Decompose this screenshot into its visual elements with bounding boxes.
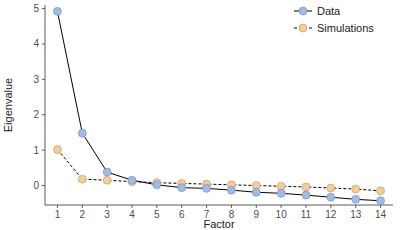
series-point [302,191,310,199]
x-tick [281,205,282,208]
series-point [153,181,161,189]
series-point [252,188,260,196]
y-tick [42,114,45,115]
legend-label: Data [317,5,341,17]
y-tick [42,43,45,44]
x-tick-label: 10 [276,209,288,220]
x-tick [57,205,58,208]
series-point [377,187,385,195]
series-point [377,197,385,205]
series-point [128,176,136,184]
x-tick-label: 9 [254,209,260,220]
y-tick-label: 3 [33,74,39,85]
series-point [53,7,61,15]
x-tick [107,205,108,208]
x-tick [306,205,307,208]
series-point [327,184,335,192]
y-axis-line [45,5,46,205]
series-point [277,189,285,197]
y-tick-label: 1 [33,145,39,156]
series-point [327,193,335,201]
x-tick [156,205,157,208]
y-tick-label: 2 [33,109,39,120]
legend-label: Simulations [317,22,374,34]
series-point [103,176,111,184]
y-tick [42,79,45,80]
x-tick-label: 14 [375,209,387,220]
legend-marker [299,7,307,15]
chart-container: 0123451234567891011121314FactorEigenvalu… [0,0,400,230]
x-axis-title: Factor [203,218,235,230]
series-point [352,195,360,203]
x-tick [256,205,257,208]
x-tick [82,205,83,208]
x-tick [181,205,182,208]
series-point [203,184,211,192]
series-point [178,184,186,192]
x-tick [380,205,381,208]
x-tick [355,205,356,208]
y-tick [42,8,45,9]
x-tick [206,205,207,208]
y-tick-label: 4 [33,38,39,49]
series-point [302,183,310,191]
y-tick [42,150,45,151]
y-tick-label: 5 [33,3,39,14]
series-point [53,145,61,153]
x-tick-label: 12 [325,209,337,220]
x-tick-label: 1 [55,209,61,220]
plot-area [53,7,384,204]
y-tick-label: 0 [33,180,39,191]
x-tick [132,205,133,208]
x-tick-label: 5 [154,209,160,220]
series-point [78,175,86,183]
series-point [352,185,360,193]
y-axis-title: Eigenvalue [2,78,14,132]
series-point [227,186,235,194]
x-tick-label: 4 [129,209,135,220]
series-point [78,129,86,137]
legend: Data Simulations [294,5,374,34]
x-tick-label: 6 [179,209,185,220]
chart-svg: 0123451234567891011121314FactorEigenvalu… [0,0,400,230]
y-tick [42,185,45,186]
legend-marker [299,24,307,32]
x-tick-label: 11 [301,209,312,220]
series-point [103,168,111,176]
series-line [57,11,380,200]
x-axis-line [45,205,393,206]
x-tick-label: 3 [104,209,110,220]
x-tick-label: 2 [80,209,86,220]
x-tick [231,205,232,208]
x-tick-label: 13 [350,209,362,220]
x-tick [330,205,331,208]
